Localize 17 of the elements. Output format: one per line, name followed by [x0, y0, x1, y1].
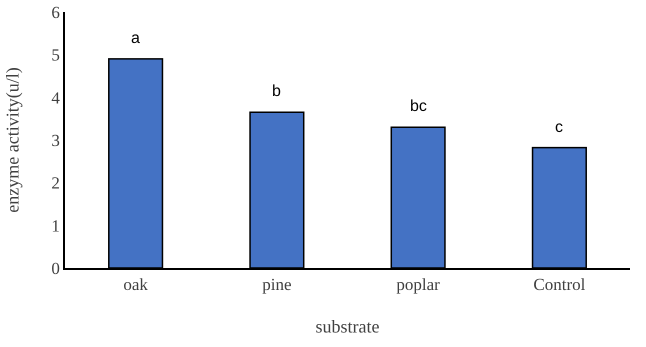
y-tick-label: 2	[51, 174, 60, 193]
y-tick-label: 1	[51, 216, 60, 236]
y-tick-label: 4	[51, 88, 60, 108]
y-tick-label: 3	[51, 130, 60, 150]
y-tick-label: 5	[51, 46, 60, 65]
x-tick-label: oak	[123, 275, 148, 294]
x-axis-title: substrate	[316, 316, 380, 336]
y-tick-label: 0	[51, 258, 60, 278]
x-tick-label: pine	[262, 275, 292, 294]
annotation: a	[131, 30, 140, 47]
annotation: c	[555, 119, 563, 136]
x-tick-label: poplar	[396, 275, 440, 294]
x-tick-label: Control	[533, 275, 586, 294]
annotation: bc	[410, 98, 427, 115]
y-axis-title: enzyme activity(u/l)	[2, 67, 22, 213]
y-tick-label: 6	[51, 2, 60, 22]
annotation: b	[272, 83, 281, 100]
